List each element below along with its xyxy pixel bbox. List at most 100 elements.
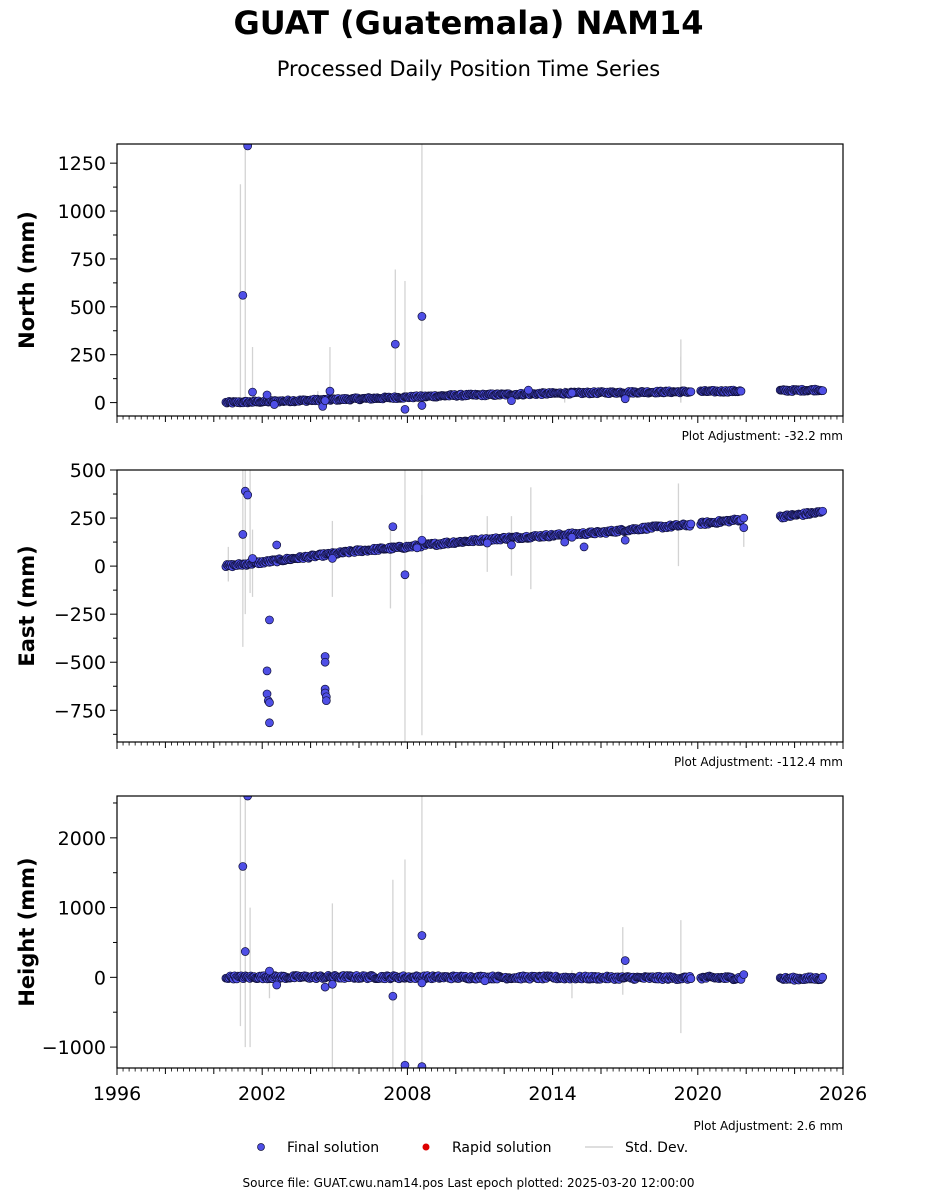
height-outlier-point (240, 947, 250, 956)
east-ytick-label: −500 (54, 652, 106, 674)
source-footer: Source file: GUAT.cwu.nam14.pos Last epo… (242, 1176, 695, 1190)
xtick-label: 2026 (819, 1083, 867, 1105)
east-plot-adjustment: Plot Adjustment: -112.4 mm (674, 755, 843, 769)
east-panel: −750 −500 −250 0 250 500 East (mm) Plot Adjustm… (15, 460, 844, 769)
height-outlier-point (417, 978, 427, 988)
height-plot-adjustment: Plot Adjustment: 2.6 mm (694, 1119, 843, 1133)
east-ytick-label: 250 (70, 508, 106, 530)
chart-subtitle: Processed Daily Position Time Series (276, 57, 661, 81)
north-final-point (818, 386, 828, 395)
east-outlier-point (567, 532, 577, 542)
north-outlier-point (320, 396, 330, 406)
east-outlier-point (739, 523, 749, 533)
height-axes-frame (116, 795, 844, 1069)
xtick-label: 2002 (238, 1083, 286, 1105)
north-outlier-point (417, 401, 427, 410)
height-outlier-point (238, 862, 248, 871)
height-ytick-label: 2000 (58, 828, 106, 850)
north-final-point (736, 386, 746, 396)
east-outlier-point (482, 538, 492, 548)
north-outlier-point (269, 400, 279, 409)
north-outlier-point (243, 144, 253, 151)
height-panel: −1000 0 1000 2000 Height (mm) Plot Adjustment… (15, 795, 867, 1133)
height-final-point (686, 974, 696, 983)
north-outlier-point (524, 385, 533, 395)
east-ytick-label: −250 (54, 604, 106, 626)
height-outlier-point (417, 1062, 427, 1068)
east-outlier-point (507, 540, 516, 550)
east-outlier-point (560, 537, 570, 547)
height-ytick-label: 1000 (58, 898, 106, 920)
east-final-point (686, 519, 696, 529)
xtick-label: 2008 (383, 1083, 431, 1105)
east-outlier-point (262, 666, 272, 676)
east-outlier-point (388, 522, 398, 532)
legend-final-label: Final solution (287, 1140, 379, 1156)
north-outlier-point (567, 388, 577, 398)
height-outlier-point (739, 970, 749, 979)
height-ytick-label: 0 (94, 967, 106, 989)
east-axes-frame (116, 469, 844, 743)
north-panel: 0 250 500 750 1000 1250 North (mm) Plot Adjustm… (15, 143, 844, 443)
north-outlier-point (417, 312, 427, 321)
north-axes-frame (116, 143, 844, 417)
legend-rapid-marker (422, 1143, 430, 1151)
height-outlier-point (243, 796, 253, 801)
east-outlier-point (739, 513, 749, 523)
east-ytick-label: 0 (94, 556, 106, 578)
east-outlier-point (412, 543, 422, 553)
north-final-point (686, 387, 696, 397)
east-outlier-point (579, 542, 589, 552)
east-outlier-point (321, 696, 331, 706)
north-axis-label: North (mm) (15, 211, 39, 349)
east-ytick-label: −750 (54, 700, 106, 722)
height-outlier-point (480, 976, 490, 986)
north-ytick-label: 1000 (58, 201, 106, 223)
legend: Final solution Rapid solution Std. Dev. (257, 1140, 688, 1156)
height-outlier-point (320, 982, 330, 992)
height-axis-label: Height (mm) (15, 857, 39, 1006)
east-outlier-point (272, 540, 282, 550)
north-ytick-label: 750 (70, 249, 106, 271)
xtick-label: 2014 (528, 1083, 576, 1105)
xtick-label: 2020 (674, 1083, 722, 1105)
legend-rapid-label: Rapid solution (452, 1140, 552, 1156)
east-ytick-label: 500 (70, 460, 106, 482)
east-outlier-point (400, 570, 410, 580)
height-ytick-label: −1000 (42, 1037, 106, 1059)
north-outlier-point (400, 404, 410, 414)
north-outlier-point (262, 390, 272, 400)
height-plot-area (221, 796, 828, 1068)
chart-title: GUAT (Guatemala) NAM14 (233, 4, 704, 42)
height-outlier-point (400, 1060, 410, 1068)
north-outlier-point (248, 387, 257, 397)
north-outlier-point (390, 339, 400, 349)
north-outlier-point (238, 290, 248, 300)
east-outlier-point (238, 530, 248, 539)
north-ytick-label: 500 (70, 297, 106, 319)
east-outlier-point (248, 554, 257, 563)
height-outlier-point (620, 956, 630, 965)
north-outlier-point (325, 386, 335, 396)
north-ytick-label: 1250 (58, 153, 106, 175)
xtick-label: 1996 (93, 1083, 141, 1105)
height-outlier-point (265, 966, 274, 976)
east-outlier-point (265, 718, 274, 728)
height-outlier-point (328, 979, 337, 989)
east-outlier-point (620, 535, 630, 545)
east-outlier-point (243, 490, 253, 500)
height-final-point (818, 972, 828, 982)
north-outlier-point (507, 396, 516, 406)
north-plot-area (221, 144, 828, 414)
east-outlier-point (265, 615, 274, 625)
east-outlier-point (320, 657, 330, 667)
east-final-point (818, 506, 828, 516)
height-outlier-point (417, 931, 427, 940)
east-outlier-point (265, 698, 274, 707)
east-axis-label: East (mm) (15, 545, 39, 666)
north-ytick-label: 250 (70, 345, 106, 367)
legend-final-marker (257, 1143, 265, 1151)
east-outlier-point (328, 554, 337, 563)
north-ytick-label: 0 (94, 393, 106, 415)
